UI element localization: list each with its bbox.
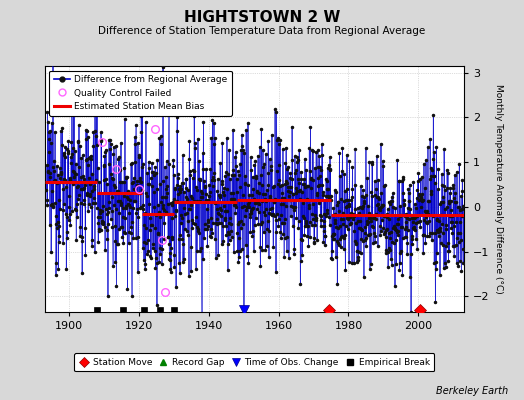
Text: HIGHTSTOWN 2 W: HIGHTSTOWN 2 W — [184, 10, 340, 25]
Text: Difference of Station Temperature Data from Regional Average: Difference of Station Temperature Data f… — [99, 26, 425, 36]
Y-axis label: Monthly Temperature Anomaly Difference (°C): Monthly Temperature Anomaly Difference (… — [494, 84, 503, 294]
Text: Berkeley Earth: Berkeley Earth — [436, 386, 508, 396]
Legend: Station Move, Record Gap, Time of Obs. Change, Empirical Break: Station Move, Record Gap, Time of Obs. C… — [74, 354, 434, 372]
